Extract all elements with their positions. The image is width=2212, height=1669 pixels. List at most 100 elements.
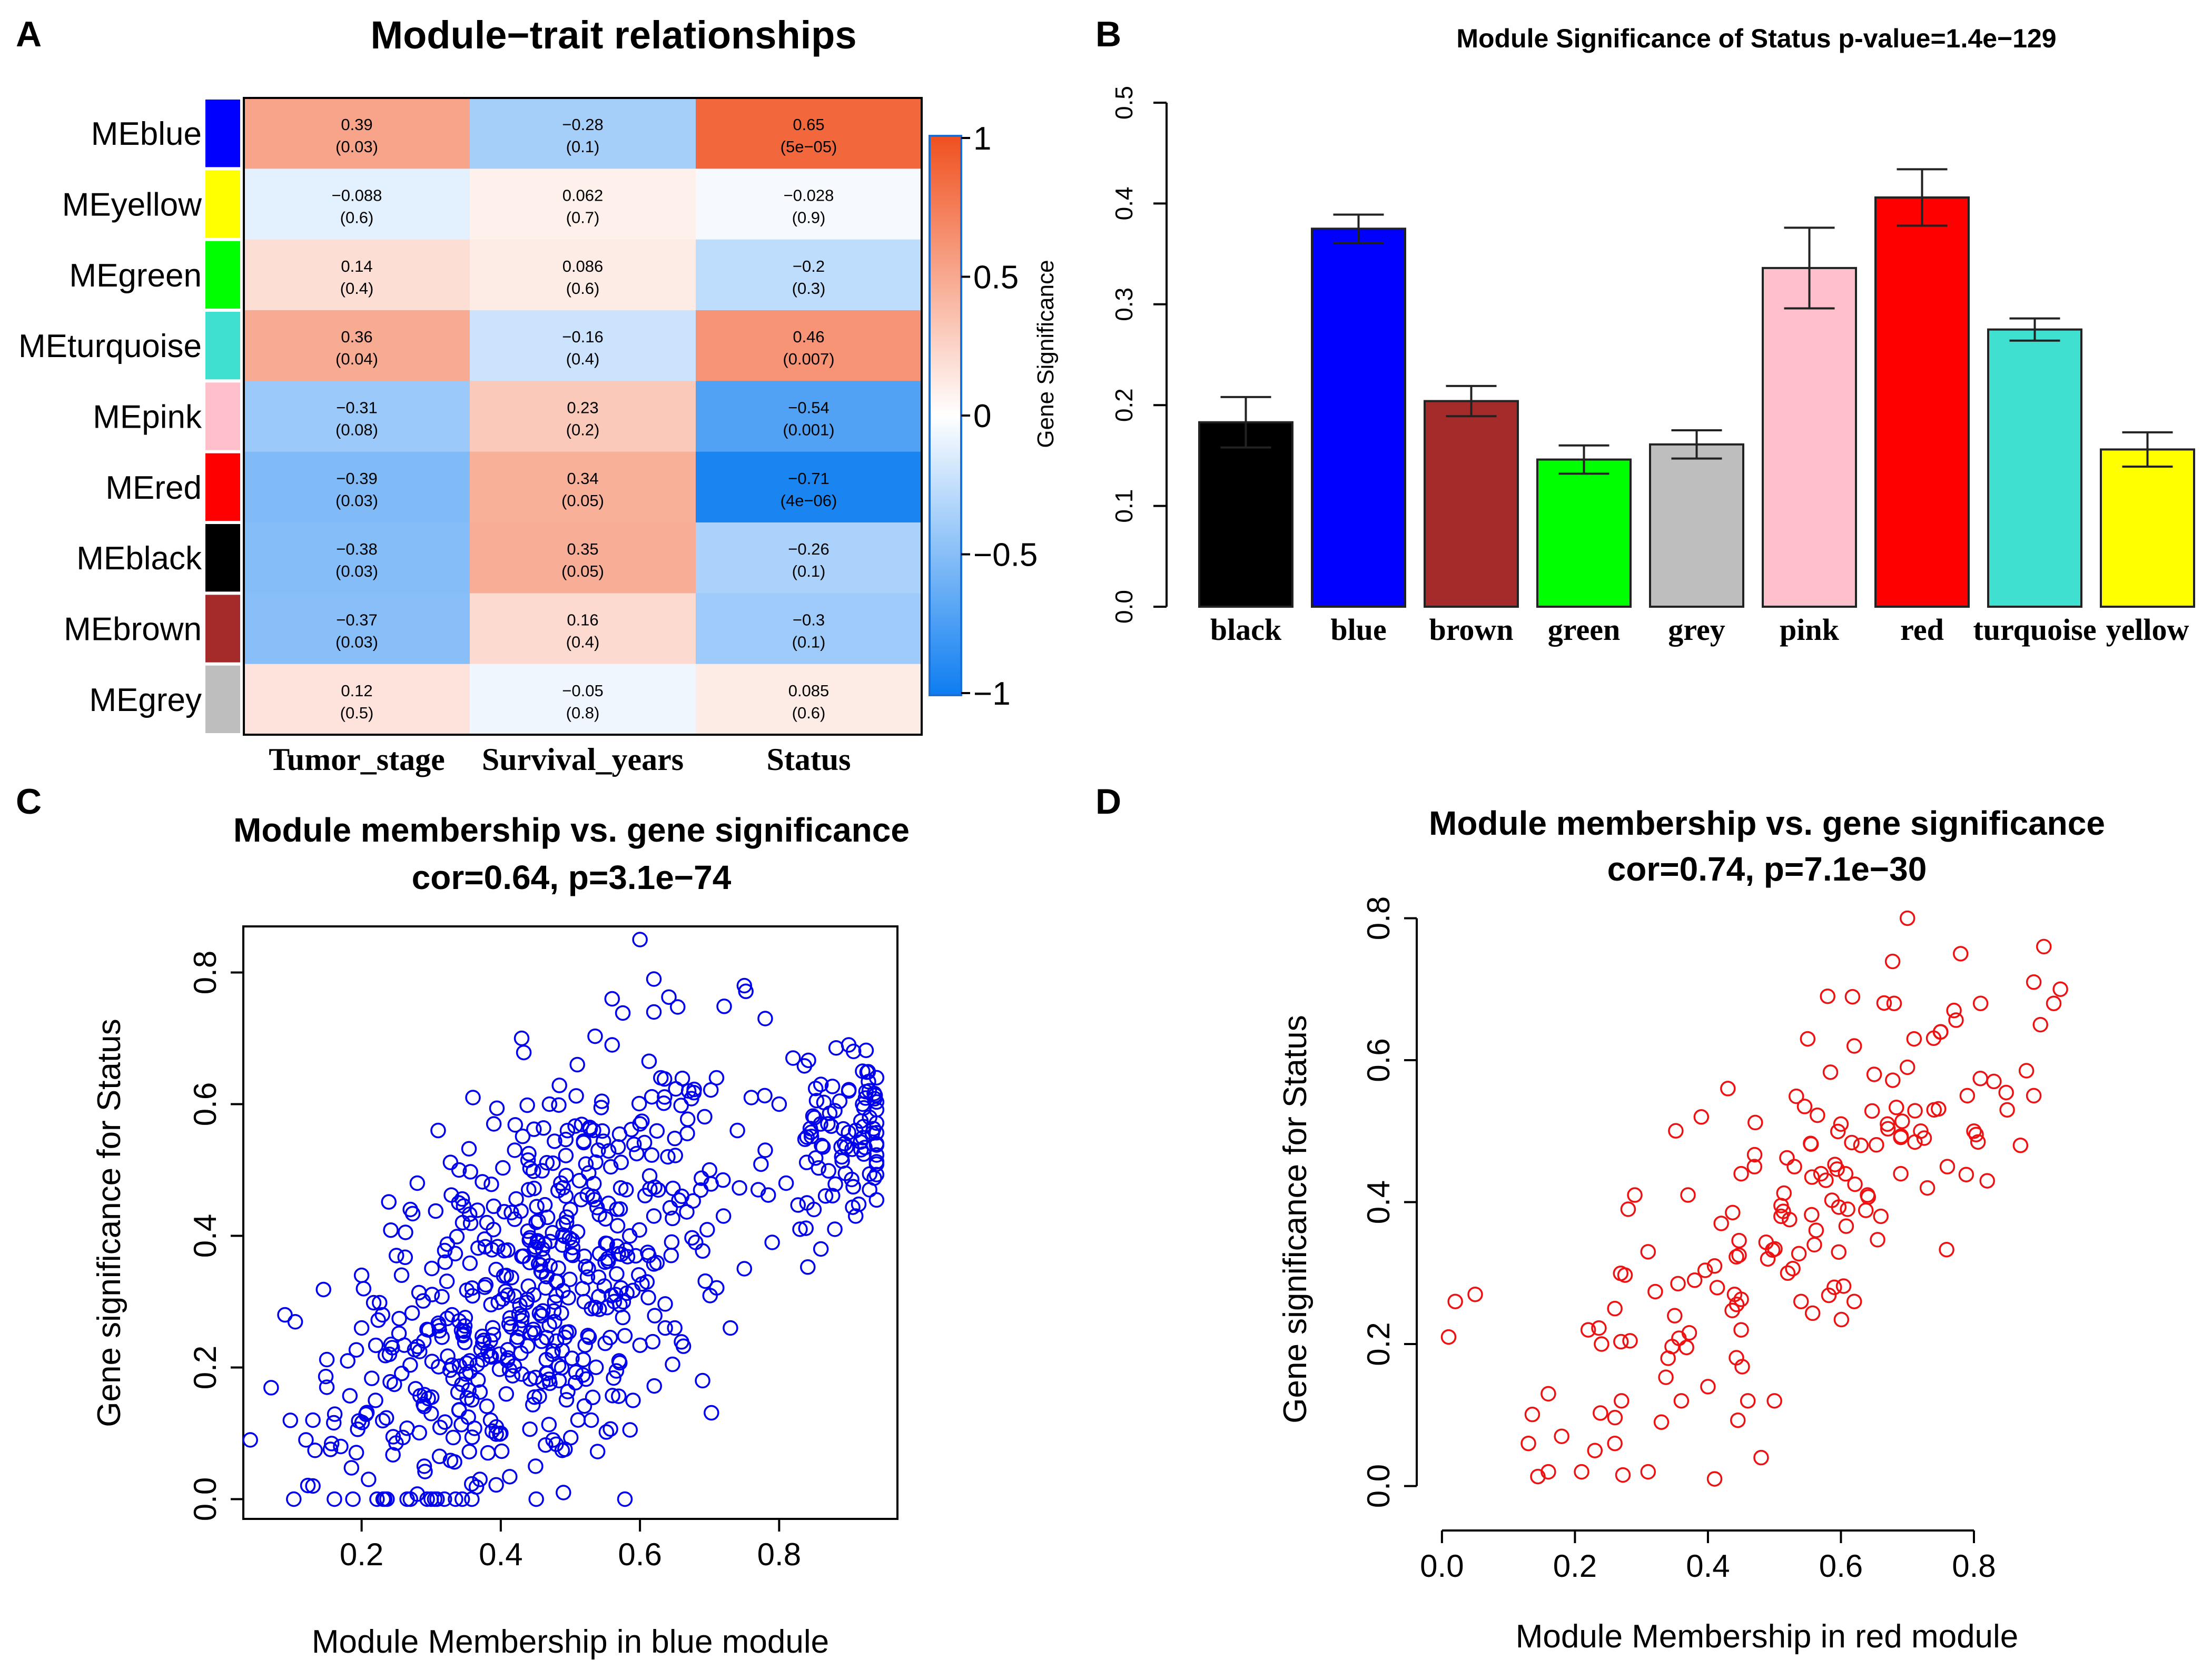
scatter-point xyxy=(640,1290,656,1306)
heatmap-cell xyxy=(696,98,922,169)
scatter-point xyxy=(1810,1107,1825,1123)
scatter-point xyxy=(411,1285,427,1301)
scatter-point xyxy=(508,1191,524,1207)
scatter-point xyxy=(1767,1241,1783,1257)
scatter-point xyxy=(461,1444,477,1460)
scatter-point xyxy=(1847,1176,1863,1192)
bar-y-tick-label: 0.2 xyxy=(1110,388,1138,422)
scatter-point xyxy=(2052,981,2068,997)
scatter-point xyxy=(465,1090,481,1105)
x-tick-label: 0.6 xyxy=(1819,1548,1863,1584)
scatter-point xyxy=(407,1341,423,1358)
scatter-point xyxy=(580,1328,596,1344)
heatmap-cell-value: 0.062 xyxy=(562,186,604,205)
scatter-point xyxy=(594,1093,610,1109)
heatmap-cell-pvalue: (0.3) xyxy=(792,279,826,298)
scatter-point xyxy=(416,1458,432,1474)
heatmap-cell-pvalue: (0.6) xyxy=(340,209,374,227)
scatter-point xyxy=(646,1378,663,1394)
scatter-point xyxy=(1885,1072,1901,1088)
scatter-point xyxy=(430,1122,446,1139)
scatter-point xyxy=(564,1350,580,1366)
scatter-point xyxy=(1681,1325,1697,1341)
scatter-point xyxy=(496,1243,512,1259)
scatter-point xyxy=(558,1148,574,1163)
panel-c-letter: C xyxy=(16,782,42,822)
scatter-point xyxy=(1693,1109,1710,1125)
scatter-point xyxy=(530,1213,546,1229)
scatter-point xyxy=(1667,1308,1683,1324)
scatter-point xyxy=(477,1231,492,1247)
scatter-point xyxy=(670,999,686,1015)
scatter-point xyxy=(521,1232,537,1248)
scatter-point xyxy=(1613,1334,1629,1350)
scatter-point xyxy=(457,1318,473,1334)
bars xyxy=(1198,168,2195,608)
scatter-point xyxy=(694,1170,709,1186)
scatter-point xyxy=(631,1095,647,1112)
scatter-point xyxy=(580,1261,596,1277)
scatter-point xyxy=(404,1206,421,1222)
scatter-point xyxy=(576,1134,591,1151)
scatter-point xyxy=(1886,995,1902,1011)
scatter-point xyxy=(1607,1300,1623,1317)
scatter-point xyxy=(2046,995,2062,1011)
scatter-point xyxy=(305,1478,321,1494)
scatter-point xyxy=(461,1206,478,1222)
bar-category-labels: black blue brown green grey pink red turquoise y… xyxy=(1210,613,2189,647)
scatter-point xyxy=(796,1058,813,1074)
scatter-point xyxy=(368,1337,384,1354)
scatter-point xyxy=(1697,1262,1713,1278)
module-color-swatch xyxy=(205,524,240,592)
scatter-point xyxy=(815,1139,831,1155)
scatter-c-title: Module membership vs. gene significance xyxy=(233,811,910,849)
scatter-point xyxy=(1594,1336,1609,1352)
scatter-point xyxy=(1782,1211,1798,1228)
heatmap-cell-pvalue: (0.4) xyxy=(566,633,600,651)
scatter-point xyxy=(530,1256,547,1272)
panel-a: A Module−trait relationships MEblue MEyel… xyxy=(16,13,1038,777)
scatter-point xyxy=(1591,1320,1607,1336)
scatter-point xyxy=(554,1342,570,1359)
heatmap-cell-value: 0.16 xyxy=(567,611,598,629)
scatter-point xyxy=(432,1419,448,1436)
scatter-point xyxy=(502,1310,518,1326)
heatmap-title: Module−trait relationships xyxy=(370,13,856,57)
heatmap-cell-pvalue: (0.6) xyxy=(566,279,600,298)
scatter-point xyxy=(800,1259,816,1275)
scatter-point xyxy=(591,1207,607,1222)
x-tick-label: 0.4 xyxy=(1686,1548,1730,1584)
scatter-point xyxy=(644,1089,660,1105)
scatter-point xyxy=(556,1485,571,1500)
scatter-point xyxy=(534,1334,550,1349)
scatter-point xyxy=(447,1246,463,1262)
scatter-point xyxy=(424,1354,440,1369)
scatter-point xyxy=(550,1182,566,1199)
scatter-point xyxy=(1524,1406,1540,1423)
heatmap-cell-value: −0.71 xyxy=(788,469,829,488)
scatter-point xyxy=(1916,1130,1932,1146)
scatter-point xyxy=(1530,1468,1546,1485)
scatter-point xyxy=(1907,1103,1923,1119)
scatter-point xyxy=(622,1422,638,1438)
scatter-point xyxy=(1664,1338,1680,1355)
scatter-point xyxy=(792,1221,808,1237)
module-color-swatch xyxy=(205,100,240,167)
scatter-point xyxy=(500,1350,516,1366)
scatter-point xyxy=(486,1198,502,1214)
scatter-point xyxy=(1615,1467,1631,1483)
scatter-point xyxy=(1731,1247,1747,1263)
scatter-point xyxy=(449,1229,465,1245)
scatter-point xyxy=(470,1372,486,1388)
scatter-point xyxy=(1833,1116,1849,1132)
scatter-point xyxy=(1833,1311,1850,1328)
scatter-point xyxy=(1818,1172,1834,1188)
x-tick-label: 0.2 xyxy=(340,1537,383,1572)
heatmap-row-label: MEyellow xyxy=(62,187,202,223)
scatter-point xyxy=(811,1160,827,1176)
heatmap-cell-pvalue: (0.5) xyxy=(340,704,374,722)
heatmap-cell xyxy=(244,239,470,311)
heatmap-cell-value: 0.36 xyxy=(341,328,372,346)
scatter-point xyxy=(536,1120,551,1136)
scatter-point xyxy=(1747,1114,1763,1131)
